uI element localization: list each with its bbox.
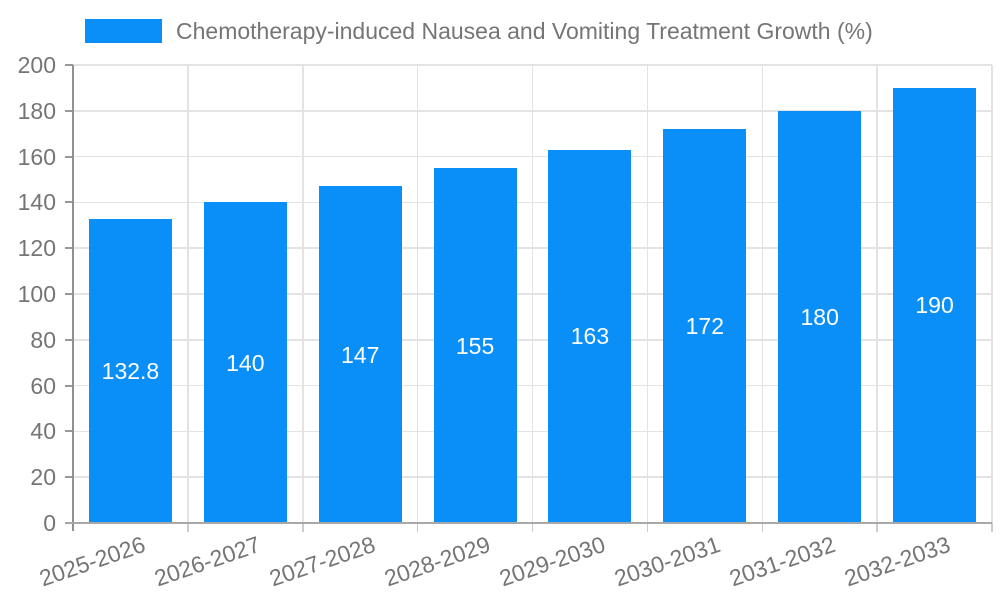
bar [893, 87, 977, 523]
legend-item: Chemotherapy-induced Nausea and Vomiting… [85, 19, 873, 43]
bar-value-label: 155 [455, 332, 495, 359]
x-axis-tick [416, 523, 419, 532]
y-axis-label: 200 [17, 52, 56, 78]
x-axis-tick [876, 523, 878, 532]
bar [778, 110, 862, 523]
y-axis-tick [65, 338, 73, 341]
chart-title: Chemotherapy-induced Nausea and Vomiting… [176, 18, 873, 44]
bar-value-label: 147 [341, 341, 380, 368]
y-axis-tick [65, 293, 73, 295]
y-axis-label: 20 [30, 464, 56, 491]
x-gridline [991, 65, 993, 523]
y-axis-label: 140 [17, 189, 56, 216]
bar-value-label: 132.8 [101, 357, 160, 384]
x-gridline [416, 65, 419, 523]
x-axis-label: 2032-2033 [840, 531, 954, 592]
y-axis-tick [65, 384, 73, 387]
x-axis-line [65, 522, 992, 524]
x-axis-label: 2031-2032 [725, 531, 839, 592]
bar [88, 218, 172, 523]
bar-value-label: 140 [226, 349, 265, 376]
y-axis-tick [65, 201, 73, 204]
x-axis-tick [302, 523, 304, 532]
y-axis-line [72, 65, 74, 531]
y-axis-label: 80 [30, 326, 56, 353]
y-axis-label: 180 [17, 97, 56, 124]
bar-value-label: 190 [915, 292, 954, 319]
x-axis-label: 2029-2030 [495, 531, 609, 592]
x-gridline [761, 65, 763, 523]
y-axis-tick [65, 155, 73, 158]
y-axis-label: 100 [17, 281, 56, 307]
y-axis-label: 160 [17, 143, 56, 170]
x-gridline [531, 65, 534, 523]
x-gridline [646, 65, 649, 523]
y-axis-tick [65, 64, 73, 66]
x-axis-tick [646, 523, 649, 532]
x-gridline [302, 65, 304, 523]
x-axis-tick [187, 523, 189, 532]
x-axis-label: 2025-2026 [36, 531, 149, 592]
y-axis-tick [65, 476, 73, 479]
bar [203, 202, 287, 523]
x-gridline [876, 65, 878, 523]
y-axis-label: 40 [30, 418, 56, 445]
x-axis-label: 2028-2029 [381, 531, 494, 592]
bar-value-label: 163 [570, 323, 610, 350]
x-axis-label: 2026-2027 [151, 531, 264, 592]
x-axis-label: 2027-2028 [266, 531, 379, 592]
bar [433, 168, 517, 523]
bar-value-label: 180 [800, 303, 839, 330]
y-axis-tick [65, 430, 73, 433]
x-axis-label: 2030-2031 [610, 531, 724, 592]
y-axis-label: 120 [17, 235, 56, 262]
x-axis-tick [531, 523, 534, 532]
bar [318, 186, 402, 523]
y-axis-tick [65, 247, 73, 250]
bar-value-label: 172 [685, 313, 724, 340]
bar [548, 149, 632, 523]
y-axis-label: 60 [30, 372, 56, 399]
y-axis-tick [65, 109, 73, 112]
bar [663, 129, 747, 523]
x-axis-tick [761, 523, 763, 532]
legend-swatch [85, 19, 162, 43]
x-axis-tick [991, 523, 993, 532]
y-axis-label: 0 [43, 510, 56, 536]
x-gridline [187, 65, 189, 523]
